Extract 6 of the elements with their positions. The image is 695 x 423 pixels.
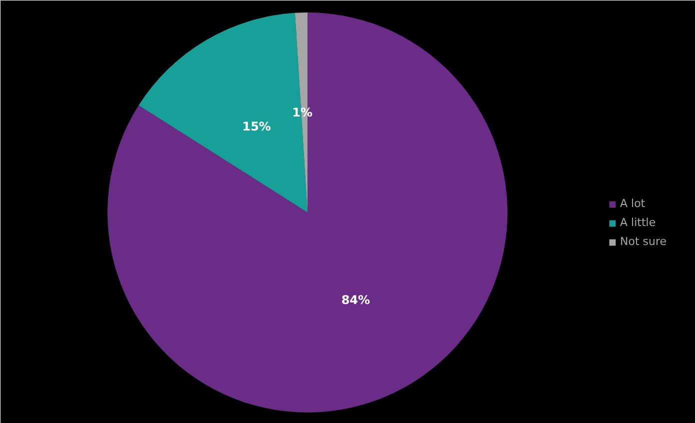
legend-label: A lot [620,197,646,210]
data-label: 1% [292,106,313,120]
data-label: 15% [242,119,271,134]
legend-label: Not sure [620,235,667,248]
data-label: 84% [341,293,370,308]
legend-label: A little [620,216,656,229]
